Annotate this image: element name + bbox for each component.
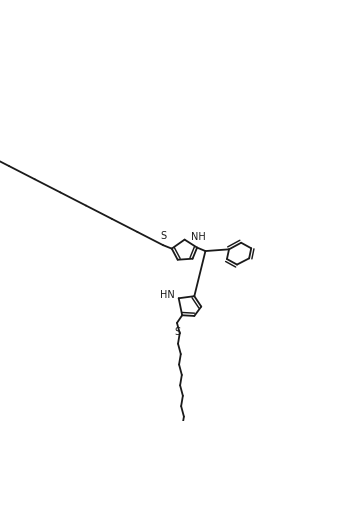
Text: NH: NH (191, 232, 206, 242)
Text: S: S (174, 327, 180, 337)
Text: S: S (160, 231, 166, 241)
Text: HN: HN (160, 290, 175, 300)
